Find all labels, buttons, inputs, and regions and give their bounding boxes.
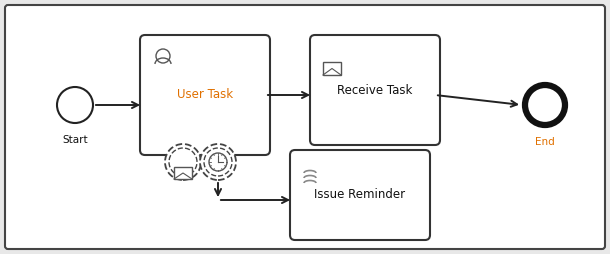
FancyBboxPatch shape xyxy=(5,5,605,249)
Text: User Task: User Task xyxy=(177,88,233,102)
FancyBboxPatch shape xyxy=(290,150,430,240)
Circle shape xyxy=(165,144,201,180)
FancyBboxPatch shape xyxy=(140,35,270,155)
Circle shape xyxy=(525,85,565,125)
Text: Receive Task: Receive Task xyxy=(337,84,413,97)
Circle shape xyxy=(209,153,227,171)
Text: Issue Reminder: Issue Reminder xyxy=(314,188,406,201)
Circle shape xyxy=(57,87,93,123)
Circle shape xyxy=(204,148,232,176)
Circle shape xyxy=(156,49,170,63)
Circle shape xyxy=(169,148,197,176)
FancyBboxPatch shape xyxy=(310,35,440,145)
Circle shape xyxy=(200,144,236,180)
Text: End: End xyxy=(535,137,555,147)
FancyBboxPatch shape xyxy=(323,62,341,75)
FancyBboxPatch shape xyxy=(174,167,192,179)
Text: Start: Start xyxy=(62,135,88,145)
